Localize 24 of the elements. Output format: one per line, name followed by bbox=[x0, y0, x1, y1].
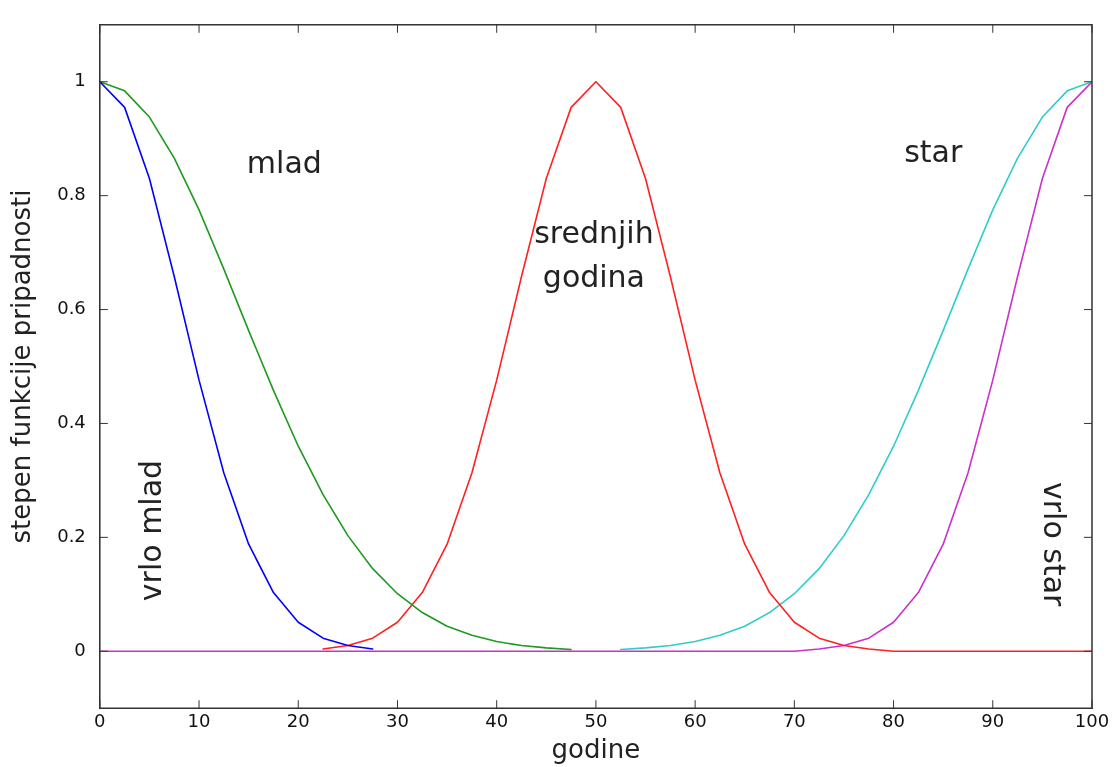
annotation: mlad bbox=[246, 144, 322, 180]
y-tick-label: 1 bbox=[74, 69, 86, 91]
x-tick-label: 10 bbox=[187, 709, 211, 731]
x-tick-label: 90 bbox=[981, 709, 1005, 731]
annotation: vrlo mlad bbox=[133, 459, 169, 602]
x-tick-label: 40 bbox=[485, 709, 509, 731]
x-tick-label: 60 bbox=[683, 709, 707, 731]
y-tick-label: 0.4 bbox=[57, 411, 86, 433]
x-tick-label: 50 bbox=[584, 709, 608, 731]
x-tick-label: 80 bbox=[882, 709, 906, 731]
annotation: vrlo star bbox=[1036, 481, 1072, 608]
x-tick-label: 30 bbox=[386, 709, 409, 731]
x-tick-label: 70 bbox=[782, 709, 806, 731]
x-tick-label: 20 bbox=[286, 709, 310, 731]
x-axis-title: godine bbox=[551, 734, 641, 765]
y-axis-title: stepen funkcije pripadnosti bbox=[6, 189, 37, 544]
y-tick-label: 0.6 bbox=[57, 297, 86, 319]
annotation: srednjih godina bbox=[534, 214, 654, 294]
y-tick-label: 0 bbox=[74, 638, 86, 660]
y-tick-label: 0.8 bbox=[57, 183, 86, 205]
x-tick-label: 0 bbox=[94, 709, 106, 731]
y-tick-label: 0.2 bbox=[57, 525, 86, 547]
annotation: star bbox=[904, 134, 963, 170]
x-tick-label: 100 bbox=[1074, 709, 1110, 731]
